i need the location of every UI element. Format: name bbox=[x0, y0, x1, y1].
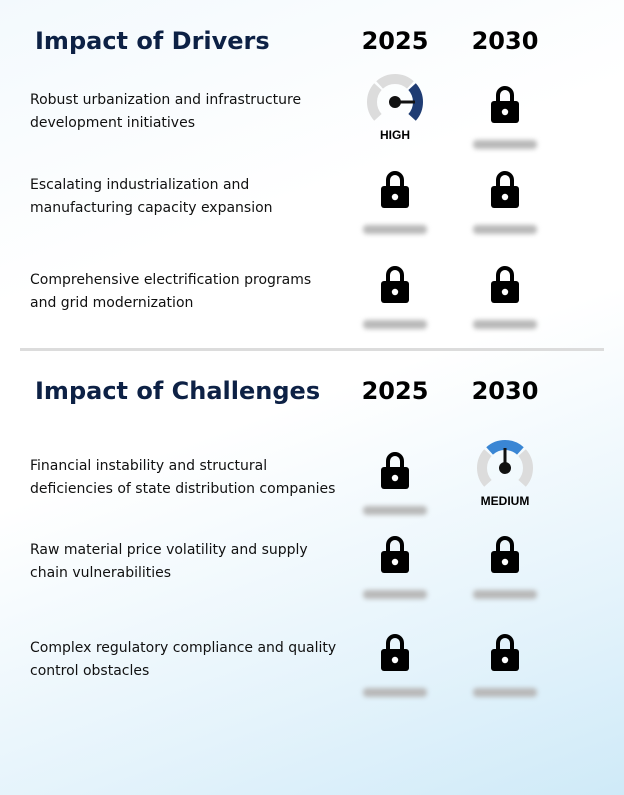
gauge-label: HIGH bbox=[380, 128, 410, 142]
blurred-placeholder bbox=[363, 506, 427, 515]
lock-shackle bbox=[386, 266, 404, 282]
lock-keyhole bbox=[501, 656, 509, 664]
row-label: Raw material price volatility and supply… bbox=[30, 542, 308, 581]
lock-cell bbox=[465, 157, 545, 237]
section-title: Impact of Drivers bbox=[35, 27, 270, 55]
year-header: 2025 bbox=[361, 377, 429, 405]
gauge-hub bbox=[389, 96, 401, 108]
gauge-segment bbox=[486, 440, 524, 455]
icon bbox=[381, 266, 409, 303]
year-header: 2030 bbox=[471, 377, 539, 405]
year-header: 2030 bbox=[471, 27, 539, 55]
year-header: 2025 bbox=[361, 27, 429, 55]
lock-shackle bbox=[496, 266, 514, 282]
blurred-placeholder bbox=[473, 688, 537, 697]
lock-cell bbox=[465, 620, 545, 700]
lock-shackle bbox=[496, 634, 514, 650]
icon bbox=[367, 74, 423, 121]
row-label: Financial instability and structural def… bbox=[30, 458, 336, 497]
gauge-hub bbox=[499, 462, 511, 474]
gauge-label: MEDIUM bbox=[480, 494, 530, 508]
gauge: MEDIUM bbox=[465, 438, 545, 518]
blurred-placeholder bbox=[473, 225, 537, 234]
icon bbox=[381, 171, 409, 208]
row-label: Robust urbanization and infrastructure d… bbox=[30, 92, 302, 131]
row-label: Escalating industrialization and manufac… bbox=[30, 177, 273, 216]
icon bbox=[491, 634, 519, 671]
gauge-segment bbox=[518, 449, 533, 487]
lock-shackle bbox=[496, 536, 514, 552]
lock-cell bbox=[355, 620, 435, 700]
gauge-segment bbox=[376, 74, 414, 89]
lock-keyhole bbox=[391, 288, 399, 296]
blurred-placeholder bbox=[363, 320, 427, 329]
icon bbox=[491, 536, 519, 573]
lock-keyhole bbox=[391, 656, 399, 664]
row-label: Complex regulatory compliance and qualit… bbox=[30, 640, 337, 679]
blurred-placeholder bbox=[363, 688, 427, 697]
lock-shackle bbox=[386, 634, 404, 650]
lock-keyhole bbox=[501, 558, 509, 566]
lock-keyhole bbox=[501, 108, 509, 116]
icon bbox=[381, 452, 409, 489]
blurred-placeholder bbox=[473, 590, 537, 599]
blurred-placeholder bbox=[363, 225, 427, 234]
gauge-segment bbox=[367, 83, 382, 121]
lock-keyhole bbox=[391, 193, 399, 201]
lock-keyhole bbox=[501, 288, 509, 296]
lock-cell bbox=[355, 157, 435, 237]
gauge-segment bbox=[408, 83, 423, 121]
gauge-segment bbox=[477, 449, 492, 487]
icon bbox=[491, 266, 519, 303]
divider bbox=[20, 348, 604, 351]
lock-keyhole bbox=[391, 558, 399, 566]
lock-shackle bbox=[386, 452, 404, 468]
lock-keyhole bbox=[501, 193, 509, 201]
icon bbox=[491, 86, 519, 123]
icon bbox=[491, 171, 519, 208]
section-title: Impact of Challenges bbox=[35, 377, 321, 405]
blurred-placeholder bbox=[363, 590, 427, 599]
lock-shackle bbox=[386, 171, 404, 187]
blurred-placeholder bbox=[473, 320, 537, 329]
icon bbox=[477, 440, 533, 487]
lock-shackle bbox=[386, 536, 404, 552]
lock-cell bbox=[355, 252, 435, 332]
lock-keyhole bbox=[391, 474, 399, 482]
lock-cell bbox=[355, 522, 435, 602]
blurred-placeholder bbox=[473, 140, 537, 149]
lock-cell bbox=[465, 72, 545, 152]
lock-shackle bbox=[496, 171, 514, 187]
row-label: Comprehensive electrification programs a… bbox=[30, 272, 312, 311]
lock-cell bbox=[355, 438, 435, 518]
gauge: HIGH bbox=[355, 72, 435, 152]
lock-shackle bbox=[496, 86, 514, 102]
icon bbox=[381, 634, 409, 671]
lock-cell bbox=[465, 522, 545, 602]
lock-cell bbox=[465, 252, 545, 332]
icon bbox=[381, 536, 409, 573]
